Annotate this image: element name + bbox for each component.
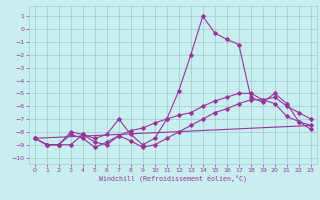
X-axis label: Windchill (Refroidissement éolien,°C): Windchill (Refroidissement éolien,°C) bbox=[99, 175, 247, 182]
